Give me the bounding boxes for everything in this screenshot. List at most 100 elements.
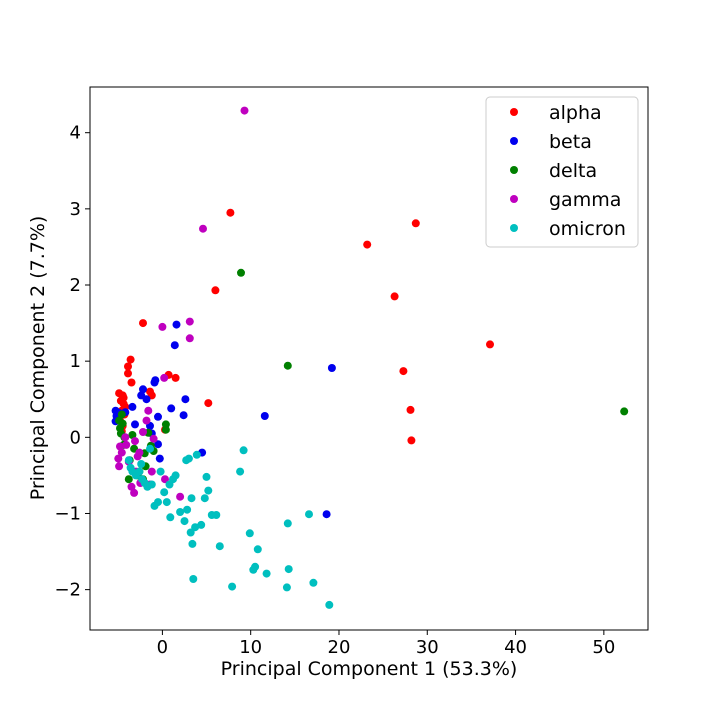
y-tick-label: 1	[70, 351, 81, 372]
point-beta	[128, 402, 137, 411]
point-omicron	[184, 454, 193, 463]
x-tick-label: 20	[328, 637, 351, 658]
point-alpha	[119, 393, 128, 402]
point-gamma	[114, 454, 123, 463]
point-omicron	[305, 510, 313, 519]
point-gamma	[185, 334, 194, 343]
x-tick-label: 50	[592, 637, 615, 658]
point-omicron	[197, 520, 206, 529]
point-beta	[260, 412, 269, 420]
point-gamma	[149, 434, 158, 443]
point-omicron	[239, 446, 248, 455]
legend-box	[485, 96, 639, 248]
point-alpha	[124, 369, 132, 378]
point-delta	[118, 419, 127, 428]
legend-label-gamma: gamma	[549, 189, 621, 211]
x-tick-label: 0	[157, 637, 168, 658]
point-alpha	[204, 399, 213, 408]
point-gamma	[127, 482, 136, 491]
x-tick-label: 30	[416, 637, 439, 658]
point-alpha	[406, 405, 415, 414]
y-axis-label: Principal Component 2 (7.7%)	[27, 216, 49, 501]
y-tick-label: 2	[70, 275, 81, 296]
point-beta	[137, 391, 146, 400]
point-omicron	[283, 519, 292, 528]
point-gamma	[160, 373, 169, 382]
point-omicron	[137, 460, 146, 468]
point-omicron	[191, 523, 200, 532]
legend-label-omicron: omicron	[549, 218, 626, 240]
point-omicron	[180, 517, 189, 526]
point-delta	[237, 268, 245, 277]
point-gamma	[161, 475, 169, 484]
legend-label-delta: delta	[549, 160, 597, 182]
point-delta	[117, 410, 126, 419]
point-omicron	[262, 569, 271, 578]
point-omicron	[200, 494, 209, 503]
point-omicron	[204, 486, 213, 495]
point-gamma	[131, 437, 139, 446]
x-tick-label: 40	[504, 637, 527, 658]
y-tick-label: 3	[70, 199, 81, 220]
point-omicron	[188, 539, 197, 548]
point-gamma	[176, 492, 185, 501]
point-beta	[172, 320, 181, 329]
point-alpha	[390, 292, 399, 301]
point-alpha	[226, 208, 235, 217]
point-omicron	[183, 505, 192, 514]
legend-marker-beta	[510, 137, 518, 145]
point-omicron	[160, 488, 169, 497]
point-gamma	[185, 317, 194, 326]
point-alpha	[127, 378, 136, 387]
point-omicron	[176, 508, 185, 516]
legend-marker-gamma	[510, 195, 518, 203]
point-omicron	[146, 444, 154, 453]
point-beta	[170, 341, 179, 350]
point-gamma	[121, 433, 130, 442]
point-omicron	[251, 562, 260, 571]
point-omicron	[212, 511, 221, 519]
point-gamma	[240, 106, 249, 115]
point-omicron	[165, 480, 174, 489]
point-alpha	[399, 367, 408, 376]
legend-marker-alpha	[510, 108, 518, 116]
point-alpha	[407, 436, 416, 445]
point-gamma	[135, 448, 144, 457]
legend-marker-delta	[510, 166, 518, 174]
point-omicron	[189, 575, 198, 583]
point-delta	[128, 431, 137, 439]
point-omicron	[186, 528, 195, 537]
x-tick-label: 10	[239, 637, 262, 658]
point-omicron	[245, 529, 254, 538]
point-alpha	[411, 219, 420, 228]
y-tick-label: −2	[54, 580, 81, 601]
point-gamma	[142, 416, 151, 425]
point-omicron	[202, 472, 211, 481]
point-beta	[179, 411, 188, 420]
point-alpha	[126, 355, 135, 364]
x-axis-ticks: 0 10 20 30 40 50	[157, 630, 615, 658]
point-beta	[154, 440, 162, 449]
point-omicron	[166, 513, 175, 522]
point-gamma	[147, 467, 156, 476]
x-axis-label: Principal Component 1 (53.3%)	[221, 658, 518, 680]
point-alpha	[211, 286, 220, 295]
point-delta	[161, 425, 170, 434]
point-beta	[327, 364, 336, 372]
point-omicron	[228, 582, 237, 591]
point-omicron	[154, 498, 162, 507]
point-omicron	[187, 494, 196, 503]
point-gamma	[199, 224, 207, 233]
point-delta	[283, 361, 292, 370]
point-omicron	[215, 542, 224, 551]
point-delta	[124, 475, 133, 484]
point-delta	[620, 407, 629, 416]
point-omicron	[309, 578, 318, 587]
point-beta	[154, 412, 162, 421]
point-alpha	[171, 373, 180, 382]
point-gamma	[122, 440, 131, 449]
y-axis-ticks: −2 −1 0 1 2 3 4	[54, 123, 90, 601]
point-beta	[181, 395, 190, 404]
point-omicron	[192, 450, 201, 459]
